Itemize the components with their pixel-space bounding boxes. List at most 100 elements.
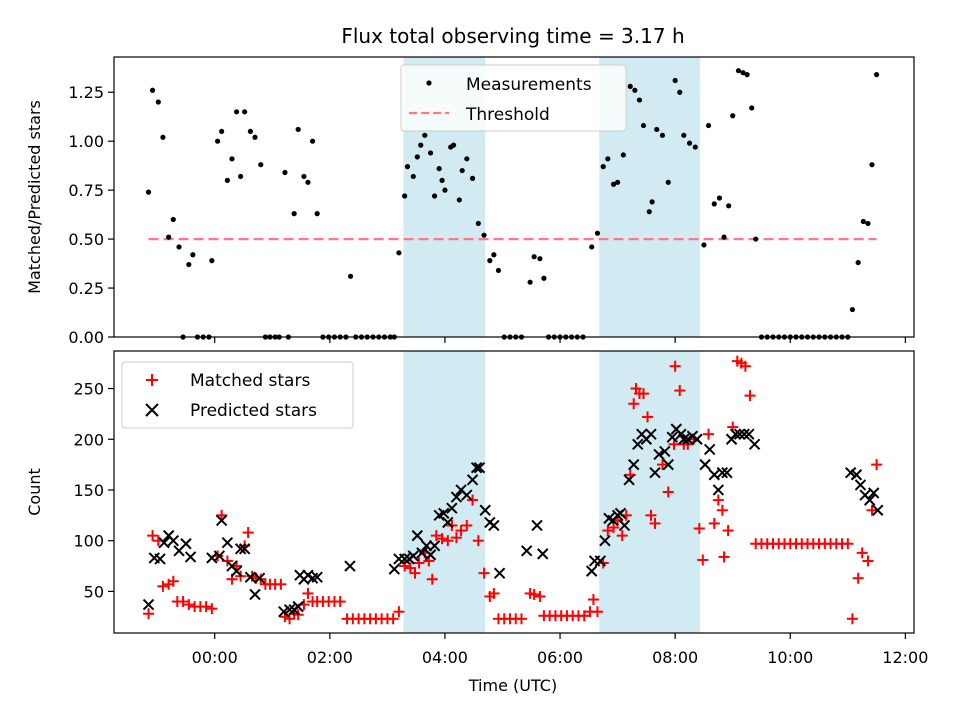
predicted-star-point [446,502,458,514]
matched-star-point [472,535,484,547]
measurement-point [219,128,225,135]
measurement-point [214,138,221,144]
predicted-star-point [493,567,506,579]
measurement-point [160,134,166,140]
bottom-panel: 50 100 150 200 250 00:00 02:00 04:00 06:00 08:00… [25,350,928,695]
bottom-legend: Matched stars Predicted stars [121,361,354,429]
predicted-star-point [461,489,473,501]
predicted-star-point [283,603,296,616]
matched-star-point [712,494,724,506]
measurement-point [305,179,311,185]
measurement-point [665,179,671,185]
measurement-point [469,175,476,181]
predicted-star-point [594,555,607,567]
predicted-star-point [180,538,192,550]
predicted-star-point [184,551,197,563]
measurement-point [442,187,448,193]
matched-star-point [334,596,346,608]
measurement-point [686,140,693,146]
matched-star-point [608,522,620,534]
matched-star-point [393,606,405,618]
predicted-star-point [424,549,437,561]
measurement-point [646,209,652,215]
measurement-point [744,72,750,78]
matched-star-point [703,428,715,440]
matched-star-point [587,594,599,606]
matched-star-point [157,580,169,592]
measurement-point [347,273,354,279]
measurement-point [531,254,537,260]
measurement-point [414,154,420,160]
measurement-point [632,87,638,93]
observing-window-band [403,351,486,633]
measurement-point [869,162,875,168]
legend-matched-label: Matched stars [190,371,310,391]
measurement-point [636,97,643,103]
y-tick-label: 250 [73,380,104,399]
measurement-point [740,70,746,76]
measurement-point [149,87,156,93]
matched-star-point [200,601,212,613]
measurement-point [614,179,621,185]
measurement-point [659,132,666,138]
matched-star-point [866,504,878,516]
top-panel: 0.00 0.25 0.50 0.75 1.00 1.25 Matched/Predict… [25,56,915,347]
matched-star-point [147,530,159,542]
matched-star-point [177,596,189,608]
measurement-point [242,109,248,115]
matched-star-point [591,606,603,618]
predicted-star-point [479,504,491,516]
predicted-star-point [215,514,228,527]
predicted-star-point [678,433,690,445]
measurement-point [456,197,462,203]
matched-star-point [656,459,668,471]
measurement-point [753,236,759,242]
predicted-star-point [738,428,750,440]
predicted-star-point [599,534,611,547]
measurement-point [410,173,416,180]
predicted-star-point [158,537,170,549]
predicted-star-point [520,545,533,557]
predicted-star-point [743,428,755,440]
predicted-star-point [628,458,640,471]
y-tick-label: 0.25 [68,279,104,298]
x-tick-label: 04:00 [422,648,468,667]
predicted-star-point [344,560,356,572]
measurement-point [855,259,861,266]
predicted-star-point [142,598,155,611]
bottom-panel-frame [113,350,915,634]
matched-star-point [862,555,874,567]
predicted-star-point [442,516,454,529]
measurement-point [295,126,301,133]
predicted-star-point [708,469,720,481]
predicted-star-point [531,519,543,532]
predicted-star-point [666,431,678,443]
top-y-axis-label: Matched/Predicted stars [25,100,44,294]
matched-star-point [842,538,854,550]
legend-threshold-label: Threshold [465,105,550,125]
measurement-point [209,258,215,264]
predicted-star-point [872,504,884,516]
measurement-point [224,177,230,183]
measurement-point [701,242,707,248]
measurement-point [865,220,871,227]
observing-window-band [599,351,700,633]
measurement-point [730,113,736,119]
matched-star-point [637,388,649,400]
matched-star-point [478,567,490,579]
predicted-star-point [662,458,674,471]
matched-star-point [167,575,179,587]
predicted-star-point [748,438,761,451]
y-tick-label: 1.25 [68,83,104,102]
measurement-point [475,220,481,227]
x-tick-label: 06:00 [537,648,583,667]
predicted-star-point [699,458,711,471]
legend-predicted-label: Predicted stars [190,401,317,421]
legend-predicted-marker [145,403,159,417]
measurement-point [681,132,687,138]
matched-star-point [716,504,728,516]
figure-title: Flux total observing time = 3.17 h [341,24,684,48]
matched-star-point [183,599,195,611]
matched-star-point [578,610,590,622]
measurement-point [605,156,611,162]
